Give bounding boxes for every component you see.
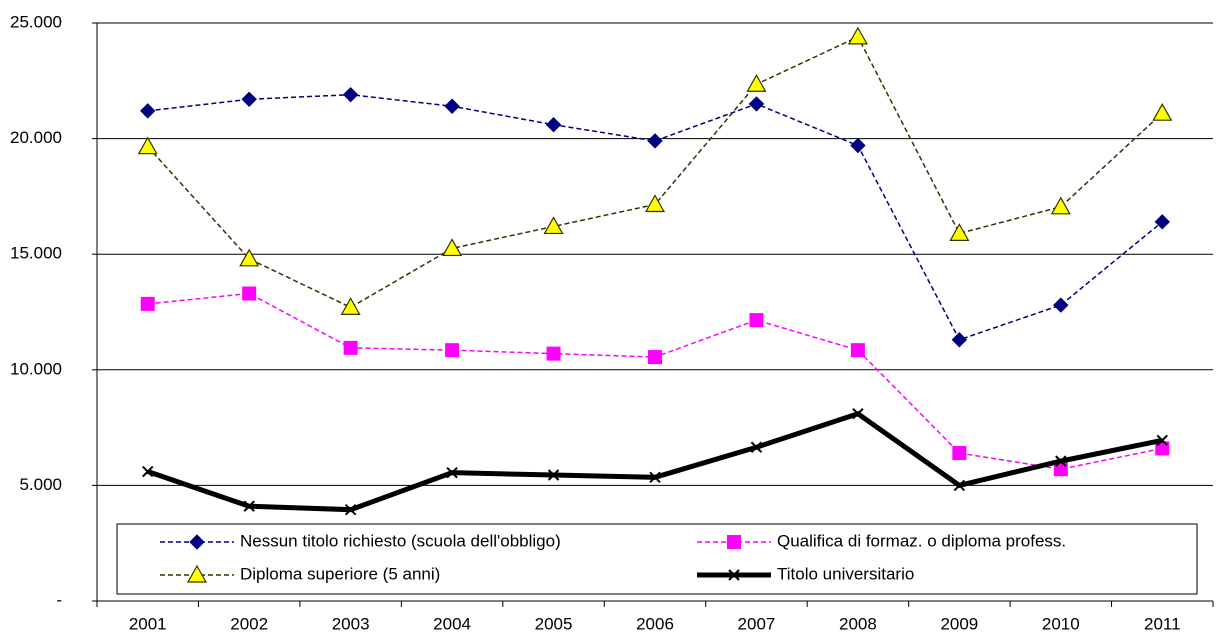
x-tick-label: 2006 bbox=[636, 614, 674, 633]
data-point bbox=[442, 238, 463, 257]
data-point bbox=[140, 296, 155, 311]
data-point bbox=[1156, 434, 1168, 447]
data-point bbox=[949, 223, 970, 241]
data-point bbox=[850, 137, 866, 154]
data-point bbox=[140, 103, 156, 119]
data-point bbox=[953, 479, 966, 492]
data-point bbox=[749, 313, 764, 328]
data-point bbox=[1152, 102, 1173, 121]
data-point bbox=[750, 441, 763, 453]
data-point bbox=[1055, 455, 1067, 467]
data-point bbox=[847, 26, 868, 45]
legend-marker bbox=[189, 534, 205, 550]
data-point bbox=[852, 408, 864, 420]
x-tick-label: 2008 bbox=[839, 614, 877, 633]
data-point bbox=[444, 98, 460, 114]
data-point bbox=[644, 194, 666, 213]
data-point bbox=[343, 340, 358, 355]
y-tick-label: 20.000 bbox=[10, 128, 62, 147]
y-tick-label: 15.000 bbox=[10, 244, 62, 263]
data-point bbox=[239, 248, 260, 267]
data-point bbox=[952, 446, 967, 461]
data-point bbox=[649, 471, 661, 484]
legend-label: Nessun titolo richiesto (scuola dell'obb… bbox=[240, 531, 561, 550]
data-point bbox=[543, 216, 564, 235]
x-tick-label: 2009 bbox=[940, 614, 978, 633]
data-point bbox=[142, 465, 154, 478]
series-line bbox=[147, 292, 1163, 470]
data-point bbox=[340, 297, 361, 315]
data-point bbox=[137, 136, 158, 155]
legend bbox=[116, 523, 1198, 595]
data-point bbox=[746, 74, 767, 92]
legend-marker bbox=[186, 564, 208, 583]
legend-label: Titolo universitario bbox=[777, 564, 914, 583]
series-line bbox=[147, 93, 1163, 341]
y-tick-label: 5.000 bbox=[19, 475, 62, 494]
data-point bbox=[647, 133, 663, 149]
y-tick-label: - bbox=[56, 590, 62, 609]
data-point bbox=[546, 346, 561, 361]
x-tick-label: 2004 bbox=[433, 614, 471, 633]
legend-marker bbox=[727, 535, 741, 549]
x-tick-label: 2005 bbox=[535, 614, 573, 633]
x-tick-label: 2003 bbox=[332, 614, 370, 633]
x-tick-label: 2007 bbox=[738, 614, 776, 633]
data-point bbox=[850, 343, 865, 358]
data-point bbox=[748, 96, 765, 112]
data-point bbox=[445, 343, 460, 358]
data-point bbox=[446, 466, 458, 479]
legend-marker bbox=[728, 569, 740, 581]
data-point bbox=[648, 350, 662, 365]
data-point bbox=[1053, 297, 1069, 313]
data-point bbox=[342, 86, 359, 103]
legend-label: Qualifica di formaz. o diploma profess. bbox=[777, 531, 1066, 550]
series-line bbox=[147, 35, 1163, 309]
y-tick-label: 10.000 bbox=[10, 359, 62, 378]
data-point bbox=[241, 91, 257, 108]
x-tick-label: 2002 bbox=[230, 614, 268, 633]
data-point bbox=[951, 332, 968, 348]
legend-label: Diploma superiore (5 anni) bbox=[240, 564, 440, 583]
x-tick-label: 2010 bbox=[1042, 614, 1080, 633]
y-tick-label: 25.000 bbox=[10, 12, 62, 31]
data-point bbox=[243, 500, 255, 512]
data-point bbox=[344, 503, 357, 516]
data-point bbox=[547, 469, 560, 481]
x-tick-label: 2011 bbox=[1144, 614, 1181, 633]
x-tick-label: 2001 bbox=[129, 614, 167, 633]
data-point bbox=[242, 286, 257, 301]
data-point bbox=[545, 117, 562, 133]
data-point bbox=[1154, 214, 1170, 230]
data-point bbox=[1050, 196, 1071, 215]
